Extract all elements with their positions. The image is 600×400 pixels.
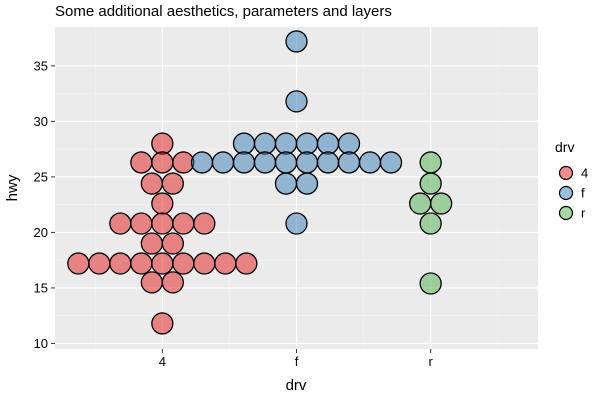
dot [151,132,174,155]
y-tick-label: 20 [34,225,48,240]
chart-title: Some additional aesthetics, parameters a… [55,3,392,20]
dot [379,151,403,174]
dot [140,172,163,195]
dot [151,192,174,215]
dot [161,172,184,195]
dot [109,252,132,275]
x-tick-label: f [295,354,299,369]
dot [151,252,174,275]
dot [151,151,174,174]
x-axis: 4 f r [159,349,433,369]
dot [316,132,340,155]
dot [295,151,319,174]
dot [161,271,184,294]
dot [337,132,361,155]
dot [253,132,277,155]
legend: drv 4 fr [555,139,588,221]
dot [419,172,442,195]
dot [253,151,277,174]
legend-key-f [558,185,574,201]
dot [285,90,308,113]
legend-label-f: f [581,186,585,201]
dot [232,151,256,174]
dot [235,252,258,275]
y-tick-label: 35 [34,58,48,73]
legend-label-4: 4 [581,166,588,181]
dot [151,312,174,335]
y-axis-title: hwy [4,174,21,201]
dot [172,212,195,235]
dot [151,212,174,235]
dot [274,151,298,174]
dot [358,151,382,174]
dot [130,212,153,235]
y-axis: 10 15 20 25 30 35 [34,58,55,351]
legend-key-r [558,205,574,221]
dot [130,151,153,174]
dot [172,252,195,275]
dot [140,232,163,255]
dot-layer [67,30,453,335]
legend-label-r: r [581,206,586,221]
dot [274,172,298,195]
dot [211,151,235,174]
dot [337,151,361,174]
dot [430,192,453,215]
legend-title: drv [555,139,574,155]
major-gridlines [55,27,538,349]
legend-key-4 [558,165,574,181]
dot [316,151,340,174]
dot [274,132,298,155]
dot [419,272,442,295]
dot [140,271,163,294]
dot [193,212,216,235]
dot [172,151,195,174]
dot [295,172,319,195]
y-tick-label: 30 [34,114,48,129]
dot [190,151,214,174]
y-tick-label: 15 [34,280,48,295]
x-tick-label: r [428,354,433,369]
x-tick-label: 4 [159,354,166,369]
dot [419,212,442,235]
dot [88,252,111,275]
y-tick-label: 25 [34,169,48,184]
dot [193,252,216,275]
dot [67,252,90,275]
dot [109,212,132,235]
dot [285,212,308,235]
dot [419,151,442,174]
y-tick-label: 10 [34,336,48,351]
dot [214,252,237,275]
dot [285,30,308,53]
dot [161,232,184,255]
dot [232,132,256,155]
dot [409,192,432,215]
x-axis-title: drv [286,377,307,394]
dot [295,132,319,155]
dot [130,252,153,275]
